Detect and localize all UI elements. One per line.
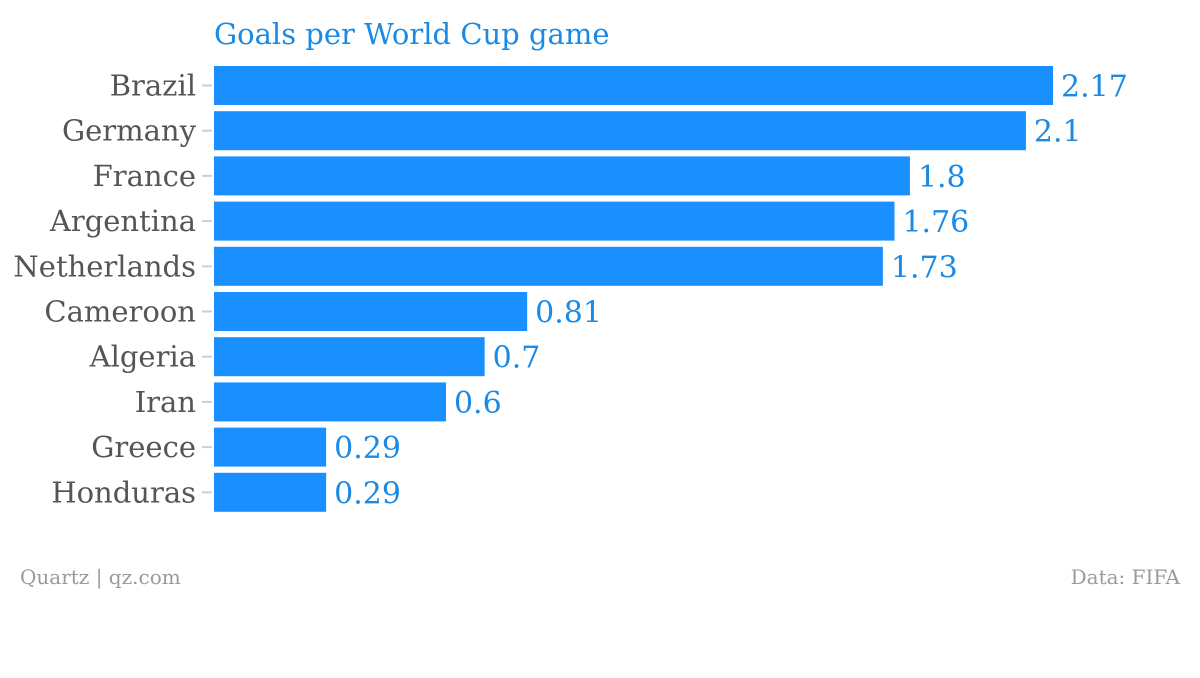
category-label: Algeria bbox=[89, 340, 196, 374]
source-credit-left: Quartz | qz.com bbox=[20, 565, 181, 590]
bars bbox=[214, 66, 1053, 512]
bar-cameroon bbox=[214, 292, 528, 331]
value-label: 0.81 bbox=[535, 296, 602, 331]
value-label: 1.73 bbox=[891, 250, 958, 285]
category-ticks bbox=[202, 84, 212, 494]
category-label: Argentina bbox=[49, 204, 196, 238]
bar-honduras bbox=[214, 472, 327, 512]
category-labels: Brazil Germany France Argentina Netherlands C… bbox=[13, 69, 196, 510]
source-credit-right: Data: FIFA bbox=[1071, 565, 1181, 589]
value-label: 0.29 bbox=[334, 476, 401, 511]
bar-germany bbox=[214, 111, 1026, 151]
category-label: Germany bbox=[62, 114, 197, 148]
category-label: Greece bbox=[91, 430, 196, 464]
category-label: Netherlands bbox=[13, 249, 196, 283]
category-label: Iran bbox=[135, 385, 196, 419]
bar-brazil bbox=[214, 66, 1053, 105]
bar-iran bbox=[214, 382, 446, 422]
category-label: France bbox=[93, 159, 196, 193]
category-label: Honduras bbox=[51, 475, 196, 509]
bar-algeria bbox=[214, 337, 485, 377]
value-label: 2.17 bbox=[1061, 70, 1128, 105]
chart-title: Goals per World Cup game bbox=[214, 17, 609, 51]
category-label: Brazil bbox=[110, 69, 196, 103]
bar-argentina bbox=[214, 201, 895, 241]
bar-france bbox=[214, 156, 910, 196]
value-label: 1.8 bbox=[918, 160, 966, 195]
value-label: 0.7 bbox=[493, 341, 541, 376]
value-label: 1.76 bbox=[902, 205, 969, 240]
value-label: 0.6 bbox=[454, 386, 502, 421]
value-label: 2.1 bbox=[1034, 115, 1082, 150]
bar-netherlands bbox=[214, 246, 883, 286]
value-label: 0.29 bbox=[334, 431, 401, 466]
bar-greece bbox=[214, 427, 327, 467]
category-label: Cameroon bbox=[44, 295, 196, 329]
value-labels: 2.17 2.1 1.8 1.76 1.73 0.81 0.7 0.6 0.29 0.29 bbox=[334, 70, 1128, 512]
